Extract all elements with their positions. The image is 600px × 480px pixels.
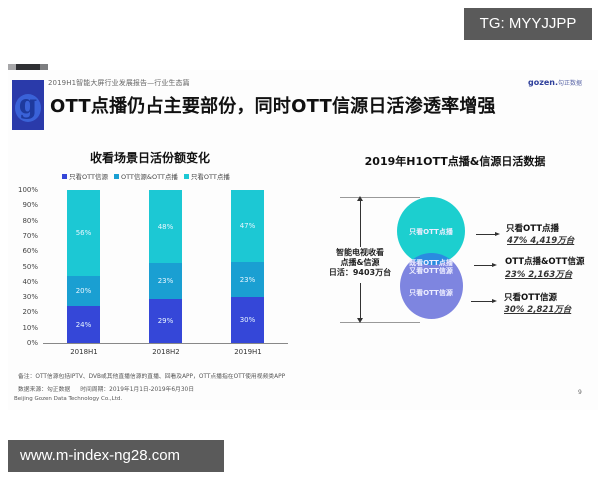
bar-chart-legend: 只看OTT信源 OTT信源&OTT点播 只看OTT点播 <box>62 171 230 181</box>
venn-label-line: 既看OTT点播 <box>409 259 453 267</box>
total-label-line: 智能电视收看 <box>336 248 384 257</box>
y-tick: 100% <box>17 186 38 194</box>
stat-value-both: 23% 2,163万台 <box>505 270 573 280</box>
company-name: Beijing Gozen Data Technology Co.,Ltd. <box>14 396 123 402</box>
legend-swatch-icon <box>62 173 67 179</box>
period-label: 时间周期：2019年1月1日-2019年6月30日 <box>80 387 194 393</box>
legend-swatch-icon <box>113 173 119 179</box>
bar-segment-only-vod: 47% <box>231 190 264 262</box>
venn-label-only-vod: 只看OTT点播 <box>409 228 453 236</box>
y-tick: 0% <box>26 339 38 347</box>
y-tick: 30% <box>22 293 38 302</box>
bar-segment-only-source: 30% <box>231 297 264 343</box>
bar-2018H1: 24% 20% 56% <box>67 190 100 343</box>
x-tick-label: 2018H1 <box>70 348 98 356</box>
arrow-right-icon <box>492 298 497 303</box>
legend-swatch-icon <box>183 173 189 179</box>
legend-item-both: OTT信源&OTT点播 <box>113 171 178 181</box>
total-label-line: 点播&信源 <box>340 258 380 267</box>
legend-label: OTT信源&OTT点播 <box>120 173 178 181</box>
report-subtitle: 2019H1智能大屏行业发展报告—行业生态篇 <box>48 79 190 87</box>
source-label: 数据来源：勾正数据 <box>18 387 71 393</box>
bracket-bottom-line <box>340 322 420 323</box>
bracket-vertical-line <box>360 199 361 247</box>
slide-title: OTT点播仍占主要部份，同时OTT信源日活渗透率增强 <box>50 96 496 117</box>
pointer-line <box>476 234 496 235</box>
bar-segment-only-source: 29% <box>149 298 182 343</box>
slide-background <box>8 70 598 410</box>
bracket-vertical-line <box>360 283 361 320</box>
data-source: 数据来源：勾正数据 时间周期：2019年1月1日-2019年6月30日 <box>18 384 194 393</box>
x-tick-label: 2018H2 <box>152 348 180 356</box>
x-tick-label: 2019H1 <box>234 348 262 356</box>
bar-chart-title: 收看场景日活份额变化 <box>89 151 210 165</box>
bracket-top-line <box>340 197 420 198</box>
brand-logo: gozen.勾正数据 <box>528 78 582 87</box>
y-tick: 40% <box>22 277 38 286</box>
legend-item-only-vod: 只看OTT点播 <box>183 171 230 181</box>
tg-watermark-badge: TG: MYYJJPP <box>464 8 592 40</box>
stat-name-both: OTT点播&OTT信源 <box>505 257 585 267</box>
bar-2018H2: 29% 23% 48% <box>149 190 182 343</box>
venn-label-both: 既看OTT点播 又看OTT信源 <box>400 259 462 275</box>
legend-item-only-source: 只看OTT信源 <box>62 171 108 181</box>
stat-name-only-source: 只看OTT信源 <box>504 293 558 303</box>
stat-name-only-vod: 只看OTT点播 <box>506 224 560 234</box>
y-tick: 50% <box>22 262 38 271</box>
g-logo-icon: g <box>15 92 41 122</box>
bar-segment-only-vod: 48% <box>149 190 182 264</box>
bar-2019H1: 30% 23% 47% <box>231 190 264 343</box>
y-axis: 0% 10% 20% 30% 40% 50% 60% 70% 80% 90% 1… <box>8 184 38 347</box>
bar-segment-both: 23% <box>231 261 264 298</box>
arrow-right-icon <box>492 262 497 267</box>
y-tick: 80% <box>22 216 38 225</box>
y-tick: 60% <box>22 247 38 256</box>
bar-segment-both: 23% <box>149 263 182 299</box>
venn-title: 2019年H1OTT点播&信源日活数据 <box>364 155 546 168</box>
url-watermark-badge: www.m-index-ng28.com <box>8 440 224 472</box>
y-tick: 10% <box>22 323 38 332</box>
x-axis-line <box>43 343 288 344</box>
y-tick: 90% <box>22 201 38 210</box>
arrow-right-icon <box>495 231 500 236</box>
top-decoration-strip <box>8 64 48 70</box>
stat-value-only-vod: 47% 4,419万台 <box>507 236 575 246</box>
venn-label-only-source: 只看OTT信源 <box>409 289 453 297</box>
page-number: 9 <box>578 389 582 396</box>
bar-segment-only-source: 24% <box>67 306 100 343</box>
arrow-up-icon <box>357 196 363 201</box>
total-daily-active-label: 智能电视收看 点播&信源 日活：9403万台 <box>324 248 396 278</box>
total-label-line: 日活：9403万台 <box>328 268 392 277</box>
y-tick: 20% <box>22 308 38 317</box>
stat-value-only-source: 30% 2,821万台 <box>504 305 572 315</box>
legend-label: 只看OTT信源 <box>69 173 108 181</box>
pointer-line <box>471 301 493 302</box>
footnote: 备注：OTT信源包括IPTV、DVB或其他直播信源的直播、回看及APP，OTT点… <box>18 374 286 380</box>
arrow-down-icon <box>357 318 363 323</box>
venn-overlap-region <box>397 197 465 265</box>
pointer-line <box>474 265 493 266</box>
bar-segment-only-vod: 56% <box>67 190 100 276</box>
brand-name: gozen. <box>528 78 559 87</box>
y-tick: 70% <box>22 231 38 240</box>
legend-label: 只看OTT点播 <box>190 173 230 181</box>
venn-label-line: 又看OTT信源 <box>409 267 453 275</box>
bar-segment-both: 20% <box>67 275 100 307</box>
brand-cn: 勾正数据 <box>558 80 583 87</box>
gozen-logo: g <box>12 80 44 130</box>
